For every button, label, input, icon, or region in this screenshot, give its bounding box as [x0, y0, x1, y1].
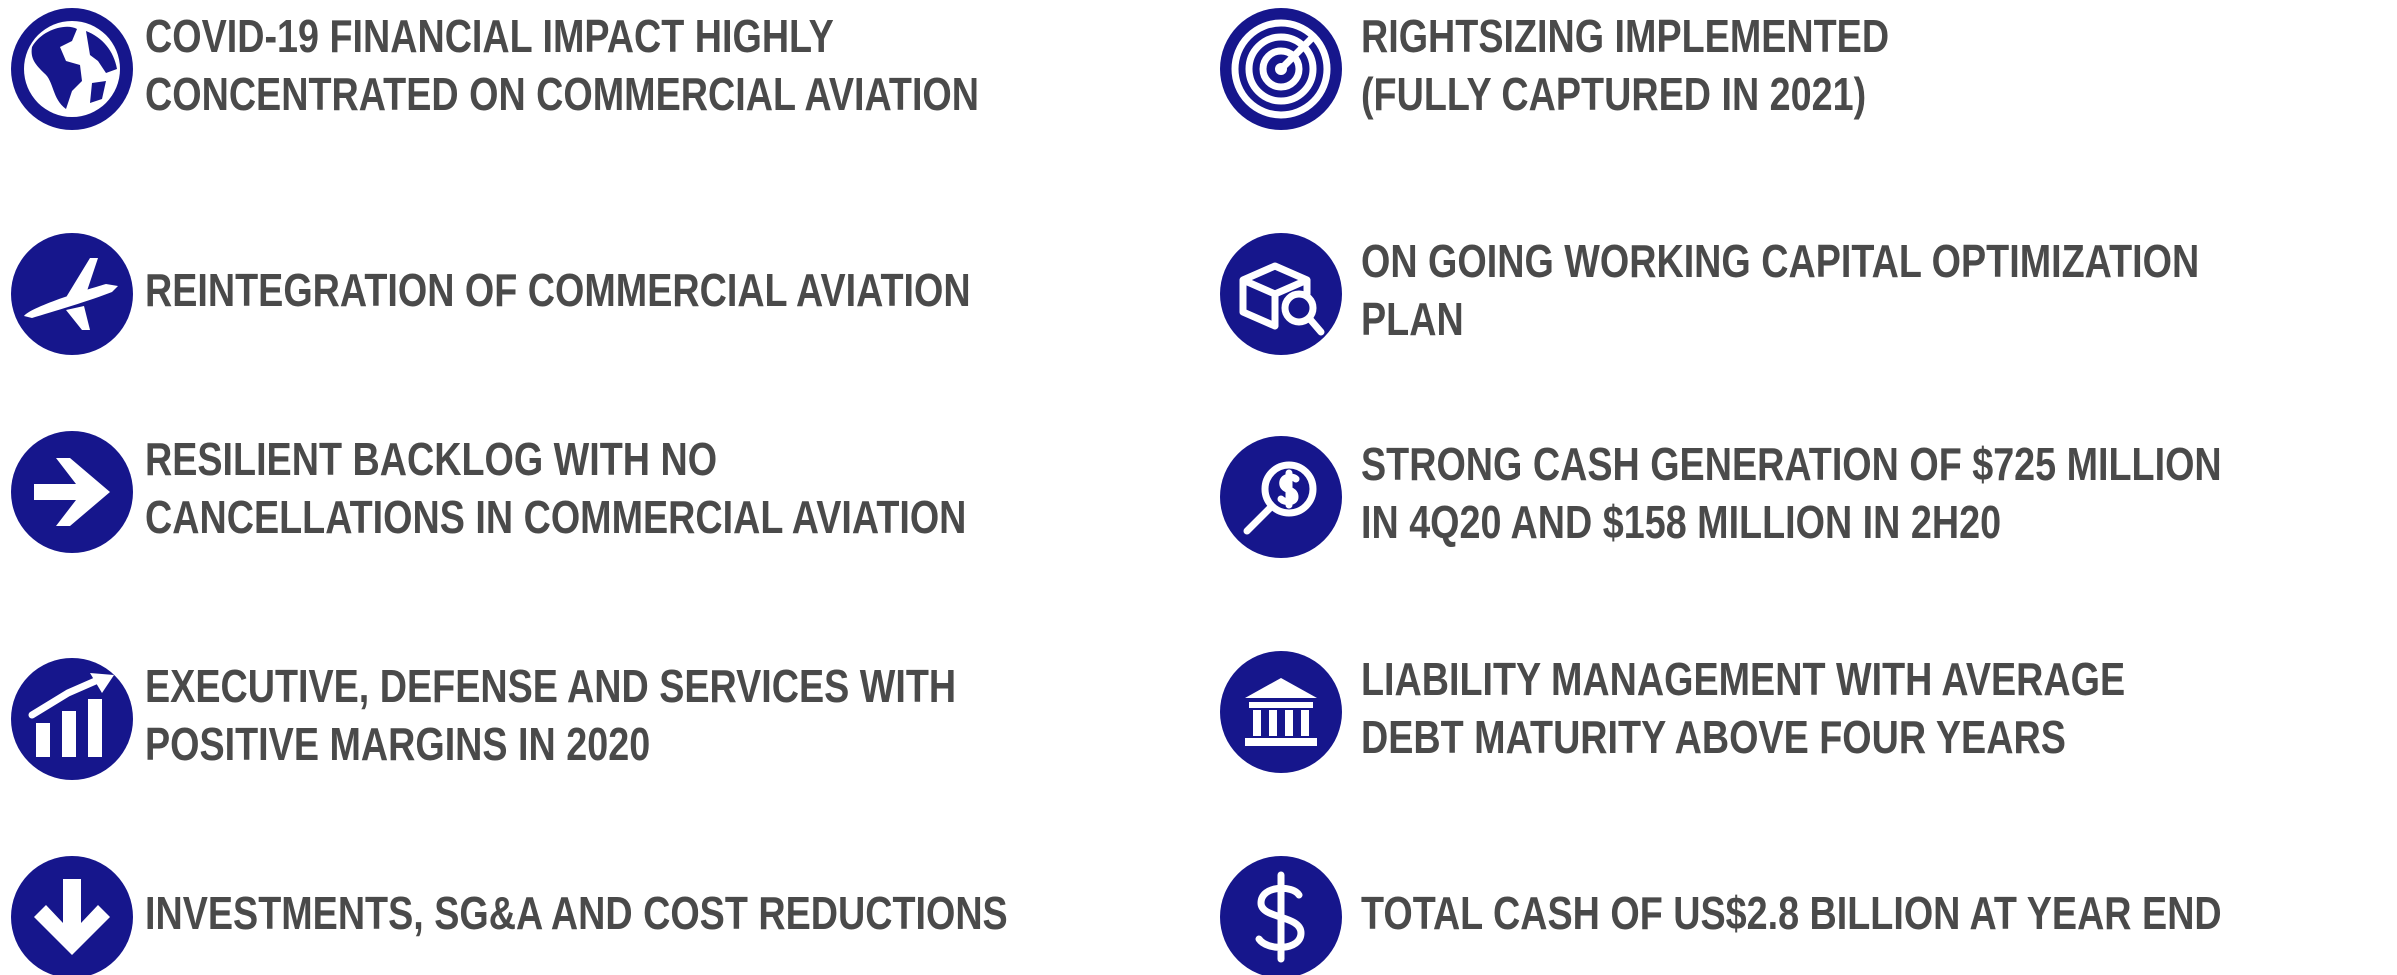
item-text: COVID-19 FINANCIAL IMPACT HIGHLY: [145, 10, 834, 62]
item-text: POSITIVE MARGINS IN 2020: [145, 718, 650, 770]
target-icon: [1220, 8, 1342, 130]
item-text: CONCENTRATED ON COMMERCIAL AVIATION: [145, 68, 979, 120]
item-text: LIABILITY MANAGEMENT WITH AVERAGE: [1361, 653, 2125, 705]
item-text: CANCELLATIONS IN COMMERCIAL AVIATION: [145, 491, 966, 543]
dollar-icon: [1220, 856, 1342, 975]
arrow-icon: [11, 431, 133, 553]
item-text: (FULLY CAPTURED IN 2021): [1361, 68, 1866, 120]
item-text: PLAN: [1361, 293, 1464, 345]
item-text: INVESTMENTS, SG&A AND COST REDUCTIONS: [145, 887, 1008, 939]
growth-chart-icon: [11, 658, 133, 780]
item-text: REINTEGRATION OF COMMERCIAL AVIATION: [145, 264, 971, 316]
bank-icon: [1220, 651, 1342, 773]
globe-icon: [11, 8, 133, 130]
box-search-icon: [1220, 233, 1342, 355]
item-text: RIGHTSIZING IMPLEMENTED: [1361, 10, 1889, 62]
plane-icon: [11, 233, 133, 355]
item-text: EXECUTIVE, DEFENSE AND SERVICES WITH: [145, 660, 956, 712]
item-text: RESILIENT BACKLOG WITH NO: [145, 433, 717, 485]
cash-search-icon: [1220, 436, 1342, 558]
item-text: IN 4Q20 AND $158 MILLION IN 2H20: [1361, 496, 2001, 548]
item-text: TOTAL CASH OF US$2.8 BILLION AT YEAR END: [1361, 887, 2222, 939]
item-text: STRONG CASH GENERATION OF $725 MILLION: [1361, 438, 2222, 490]
item-text: DEBT MATURITY ABOVE FOUR YEARS: [1361, 711, 2066, 763]
down-arrow-icon: [11, 856, 133, 975]
item-text: ON GOING WORKING CAPITAL OPTIMIZATION: [1361, 235, 2199, 287]
